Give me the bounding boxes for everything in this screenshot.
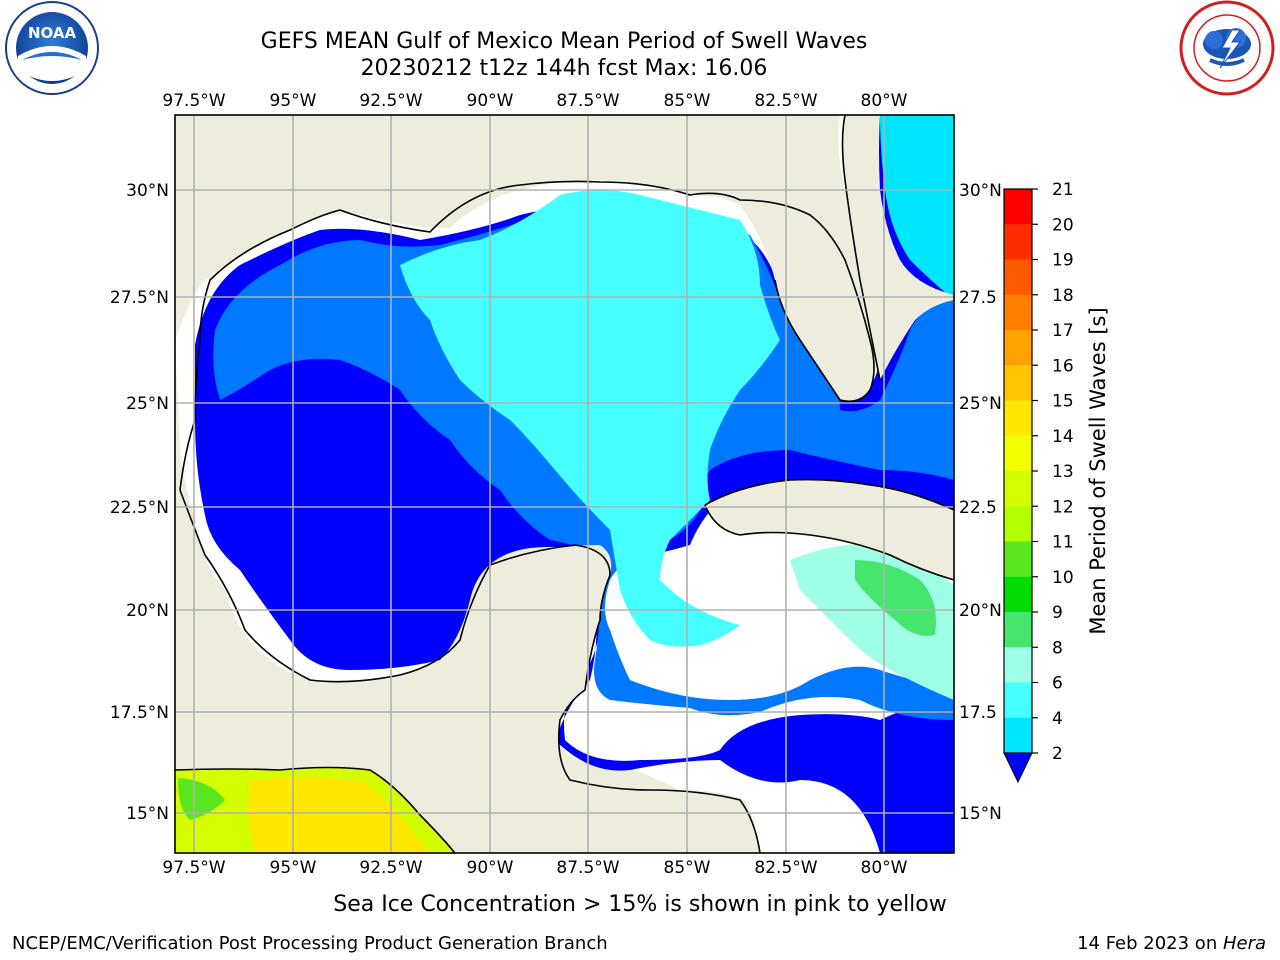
colorbar-tick-label: 12 [1052, 497, 1074, 517]
colorbar-segment [1004, 330, 1032, 366]
lat-tick-label-right: 30°N [959, 181, 1002, 201]
lon-ticks-top: 97.5°W 95°W 92.5°W 90°W 87.5°W 85°W 82.5°W 80°W [162, 91, 907, 111]
lon-tick-label-bottom: 87.5°W [556, 858, 619, 878]
colorbar-tick-label: 13 [1052, 462, 1074, 482]
colorbar: 21 20 19 18 17 16 15 14 13 12 11 10 9 8 6 4 2 Mean Perio… [1003, 180, 1110, 784]
lat-tick-label-right: 27.5 [959, 288, 997, 308]
cuba-land [705, 479, 954, 580]
lat-tick-label-left: 17.5°N [110, 703, 169, 723]
lat-tick-label-left: 15°N [126, 804, 169, 824]
colorbar-segment [1004, 435, 1032, 472]
coastline-cuba [704, 478, 954, 581]
lon-tick-label-bottom: 90°W [467, 858, 514, 878]
noaa-logo: NOAA [5, 1, 99, 95]
lon-tick-label-bottom: 92.5°W [359, 858, 422, 878]
colorbar-tick-label: 19 [1052, 251, 1074, 271]
chart-subtitle: 20230212 t12z 144h fcst Max: 16.06 [361, 56, 768, 81]
colorbar-tick-label: 9 [1052, 603, 1063, 623]
colorbar-segment [1004, 189, 1032, 225]
colorbar-tick-label: 21 [1052, 180, 1074, 200]
lon-tick-label-bottom: 85°W [664, 858, 711, 878]
colorbar-segment [1004, 506, 1032, 542]
lon-tick-label-bottom: 80°W [861, 858, 908, 878]
colorbar-tick-label: 2 [1052, 744, 1063, 764]
footer-host: Hera [1223, 933, 1266, 954]
lon-tick-label-top: 97.5°W [162, 91, 225, 111]
colorbar-ticks: 21 20 19 18 17 16 15 14 13 12 11 10 9 8 6 4 2 [1032, 180, 1074, 764]
lat-tick-label-left: 20°N [126, 601, 169, 621]
lat-tick-label-right: 25°N [959, 394, 1002, 414]
coastline-north [179, 115, 881, 491]
colorbar-segment [1004, 576, 1032, 613]
colorbar-title: Mean Period of Swell Waves [s] [1086, 307, 1110, 634]
lon-tick-label-bottom: 95°W [270, 858, 317, 878]
colorbar-tick-label: 6 [1052, 674, 1063, 694]
nws-logo [1179, 0, 1275, 96]
swell-9-10s [855, 560, 936, 636]
colorbar-segments [1004, 189, 1032, 754]
colorbar-tick-label: 4 [1052, 709, 1063, 729]
map-area: 97.5°W 95°W 92.5°W 90°W 87.5°W 85°W 82.5°W 80°W… [110, 91, 1002, 878]
swell-atlantic-strip [880, 115, 954, 300]
lon-tick-label-top: 87.5°W [556, 91, 619, 111]
colorbar-tick-label: 18 [1052, 286, 1074, 306]
colorbar-segment [1004, 224, 1032, 260]
coastline-south [179, 489, 761, 853]
colorbar-segment [1004, 400, 1032, 437]
swell-6-8s [400, 190, 780, 647]
lat-ticks-right: 30°N 27.5 25°N 22.5 20°N 17.5 15°N [959, 181, 1002, 824]
colorbar-tick-label: 15 [1052, 392, 1074, 412]
colorbar-tick-label: 14 [1052, 427, 1074, 447]
lon-tick-label-top: 82.5°W [754, 91, 817, 111]
pacific-field-greener [178, 778, 225, 820]
colorbar-segment [1004, 259, 1032, 296]
colorbar-segment [1004, 717, 1032, 754]
lat-tick-label-right: 15°N [959, 804, 1002, 824]
colorbar-tick-label: 17 [1052, 321, 1074, 341]
ice-note: Sea Ice Concentration > 15% is shown in … [333, 892, 947, 917]
florida-east-land [842, 115, 954, 380]
footer-date: 14 Feb 2023 on [1077, 933, 1223, 954]
colorbar-tick-label: 20 [1052, 215, 1074, 235]
colorbar-segment [1004, 471, 1032, 507]
colorbar-tick-label: 10 [1052, 568, 1074, 588]
colorbar-tick-label: 16 [1052, 356, 1074, 376]
lon-ticks-bottom: 97.5°W 95°W 92.5°W 90°W 87.5°W 85°W 82.5°W 80°W [162, 858, 907, 878]
lon-tick-label-top: 90°W [467, 91, 514, 111]
lat-tick-label-left: 25°N [126, 394, 169, 414]
lon-tick-label-bottom: 82.5°W [754, 858, 817, 878]
colorbar-segment [1004, 541, 1032, 578]
lat-tick-label-left: 30°N [126, 181, 169, 201]
lat-tick-label-right: 22.5 [959, 498, 997, 518]
noaa-logo-text: NOAA [28, 24, 77, 42]
florida-land [740, 200, 874, 402]
lon-tick-label-top: 92.5°W [359, 91, 422, 111]
chart-title: GEFS MEAN Gulf of Mexico Mean Period of … [261, 29, 868, 54]
map-gridlines [175, 115, 954, 853]
lon-tick-label-bottom: 97.5°W [162, 858, 225, 878]
lat-tick-label-right: 17.5 [959, 703, 997, 723]
lon-tick-label-top: 85°W [664, 91, 711, 111]
lon-tick-label-top: 80°W [861, 91, 908, 111]
lat-ticks-left: 30°N 27.5°N 25°N 22.5°N 20°N 17.5°N 15°N [110, 181, 169, 824]
lat-tick-label-left: 27.5°N [110, 288, 169, 308]
colorbar-segment [1004, 682, 1032, 719]
colorbar-segment [1004, 294, 1032, 331]
colorbar-segment [1004, 612, 1032, 648]
lat-tick-label-right: 20°N [959, 601, 1002, 621]
map-frame [174, 114, 955, 854]
colorbar-tick-label: 8 [1052, 638, 1063, 658]
footer-right: 14 Feb 2023 on Hera [1077, 933, 1266, 954]
lat-tick-label-left: 22.5°N [110, 498, 169, 518]
colorbar-segment [1004, 647, 1032, 683]
footer-left: NCEP/EMC/Verification Post Processing Pr… [12, 933, 608, 954]
colorbar-tick-label: 11 [1052, 533, 1074, 553]
colorbar-extend-arrow [1003, 752, 1033, 784]
colorbar-segment [1004, 365, 1032, 401]
lon-tick-label-top: 95°W [270, 91, 317, 111]
coastline-pacific [175, 766, 456, 853]
